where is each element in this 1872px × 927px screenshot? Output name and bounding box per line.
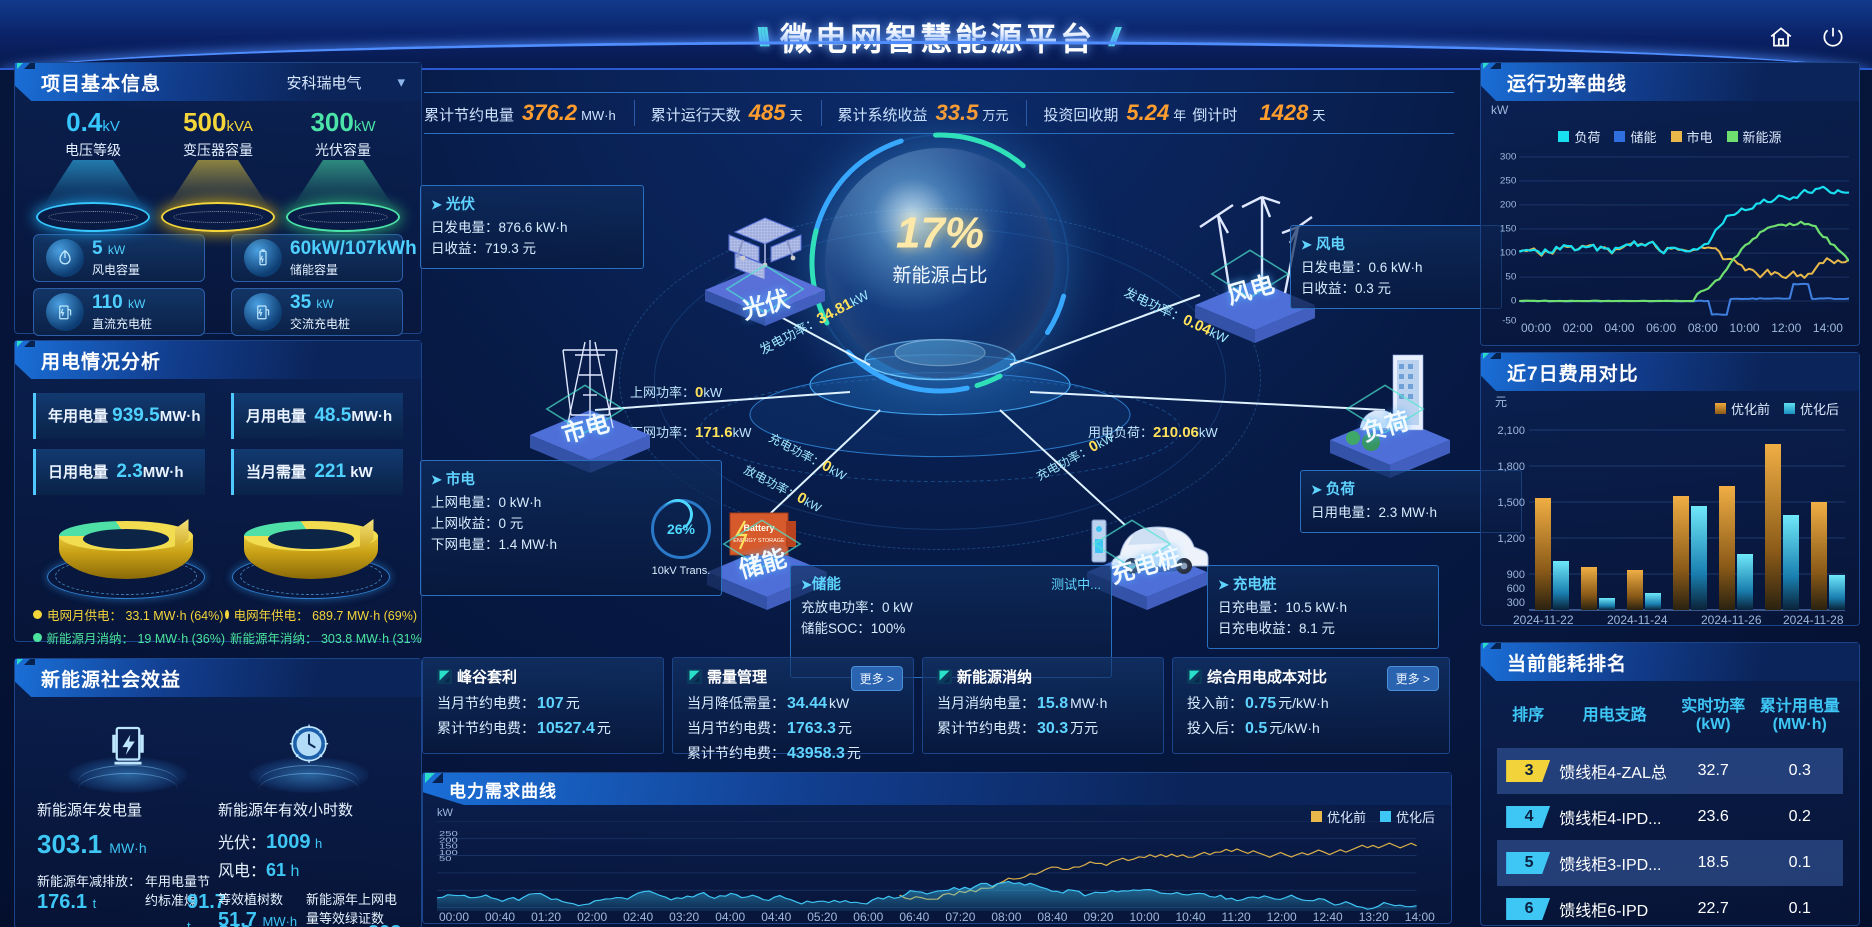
svg-text:600: 600 bbox=[1507, 583, 1525, 595]
svg-text:200: 200 bbox=[1500, 200, 1516, 211]
svg-text:1,800: 1,800 bbox=[1497, 461, 1525, 473]
svg-text:0: 0 bbox=[1511, 296, 1517, 307]
svg-text:Battery: Battery bbox=[743, 523, 774, 533]
svg-text:300: 300 bbox=[1500, 152, 1516, 163]
svg-text:1,500: 1,500 bbox=[1497, 497, 1525, 509]
svg-text:2,100: 2,100 bbox=[1497, 425, 1525, 437]
svg-text:1,200: 1,200 bbox=[1497, 533, 1525, 545]
svg-text:300: 300 bbox=[1507, 597, 1525, 609]
svg-text:100: 100 bbox=[1500, 248, 1516, 259]
svg-text:50: 50 bbox=[439, 855, 451, 864]
svg-text:-50: -50 bbox=[1502, 316, 1516, 326]
svg-text:250: 250 bbox=[1500, 176, 1516, 187]
svg-text:50: 50 bbox=[1505, 272, 1516, 283]
svg-text:150: 150 bbox=[1500, 224, 1516, 235]
svg-text:900: 900 bbox=[1507, 569, 1525, 581]
